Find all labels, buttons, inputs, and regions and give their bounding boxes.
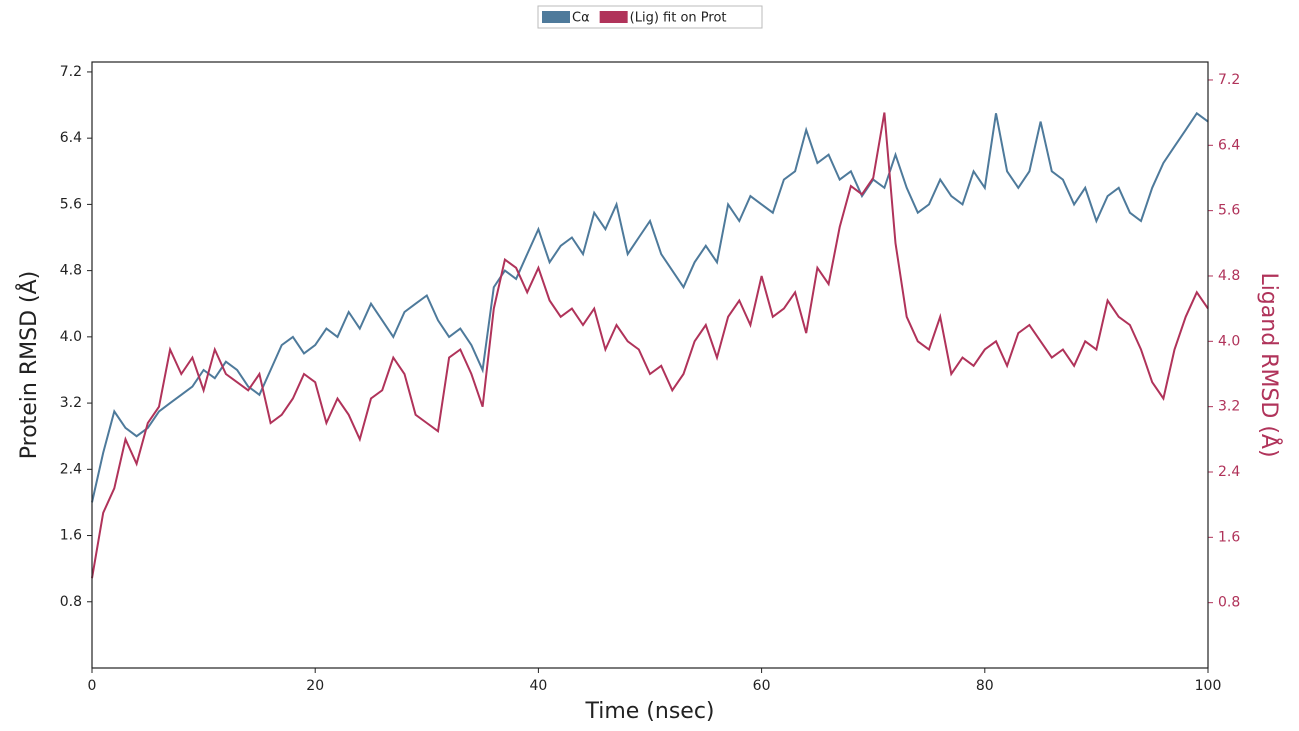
y2-tick-label: 3.2 — [1218, 399, 1240, 415]
y-tick-label: 2.4 — [60, 461, 82, 477]
y-tick-label: 6.4 — [60, 130, 82, 146]
series-line — [91, 111, 1209, 503]
y2-tick-label: 5.6 — [1218, 203, 1240, 219]
y2-tick-label: 0.8 — [1218, 595, 1240, 611]
y-tick-label: 4.8 — [60, 263, 82, 279]
x-tick-label: 60 — [753, 678, 771, 694]
x-tick-label: 20 — [306, 678, 324, 694]
x-tick-label: 40 — [529, 678, 547, 694]
x-tick-label: 80 — [976, 678, 994, 694]
y-axis-label: Protein RMSD (Å) — [15, 271, 42, 460]
y2-tick-label: 4.0 — [1218, 333, 1240, 349]
y-tick-label: 7.2 — [60, 64, 82, 80]
y2-tick-label: 6.4 — [1218, 137, 1240, 153]
y2-tick-label: 4.8 — [1218, 268, 1240, 284]
legend-swatch — [542, 11, 570, 23]
legend-box — [537, 5, 763, 29]
y2-tick-label: 1.6 — [1218, 529, 1240, 545]
y-tick-label: 4.0 — [60, 329, 82, 345]
plot-frame — [91, 61, 1209, 669]
y-tick-label: 5.6 — [60, 196, 82, 212]
y2-tick-label: 7.2 — [1218, 72, 1240, 88]
x-tick-label: 100 — [1195, 678, 1222, 694]
legend-swatch — [599, 11, 628, 23]
x-axis-label: Time (nsec) — [584, 699, 714, 724]
legend-label: Cα — [572, 11, 590, 26]
legend-label: (Lig) fit on Prot — [630, 11, 727, 26]
y-tick-label: 3.2 — [60, 395, 82, 411]
y-tick-label: 1.6 — [60, 528, 82, 544]
y2-axis-label: Ligand RMSD (Å) — [1256, 272, 1283, 457]
series-line — [91, 112, 1209, 579]
y-tick-label: 0.8 — [60, 594, 82, 610]
y2-tick-label: 2.4 — [1218, 464, 1240, 480]
x-tick-label: 0 — [88, 678, 97, 694]
